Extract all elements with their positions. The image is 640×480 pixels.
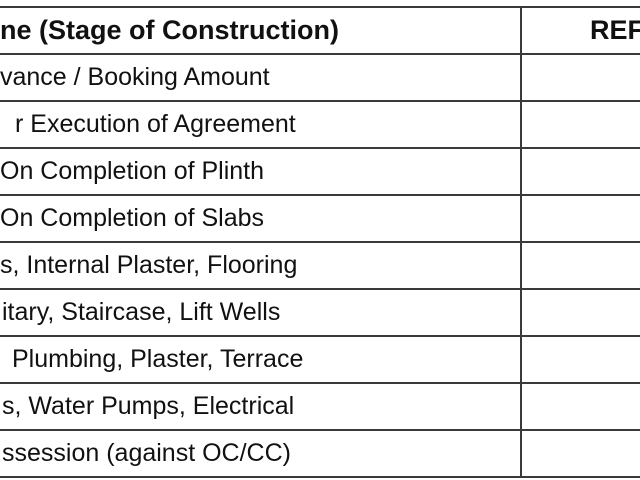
row-cell — [522, 290, 640, 337]
row-cell: Plumbing, Plaster, Terrace — [0, 337, 522, 384]
cell-text: s, Water Pumps, Electrical — [2, 392, 295, 420]
row-cell — [522, 243, 640, 290]
cell-text: s, Internal Plaster, Flooring — [0, 251, 298, 279]
row-cell: s, Internal Plaster, Flooring — [0, 243, 522, 290]
row-cell — [522, 149, 640, 196]
cell-text: On Completion of Slabs — [0, 204, 265, 232]
cell-text: On Completion of Plinth — [0, 157, 265, 185]
cell-text: r Execution of Agreement — [15, 110, 296, 138]
header-cell: REF — [522, 6, 640, 55]
row-cell — [522, 384, 640, 431]
row-cell — [522, 431, 640, 478]
cell-text: itary, Staircase, Lift Wells — [2, 298, 281, 326]
cell-text: Plumbing, Plaster, Terrace — [12, 345, 304, 373]
row-cell — [522, 196, 640, 243]
row-cell: On Completion of Slabs — [0, 196, 522, 243]
row-cell: itary, Staircase, Lift Wells — [0, 290, 522, 337]
cell-text: ne (Stage of Construction) — [0, 15, 339, 45]
cell-text: vance / Booking Amount — [0, 63, 270, 91]
row-cell — [522, 55, 640, 102]
cell-text: ssession (against OC/CC) — [2, 439, 291, 467]
row-cell: ssession (against OC/CC) — [0, 431, 522, 478]
row-cell — [522, 337, 640, 384]
row-cell: s, Water Pumps, Electrical — [0, 384, 522, 431]
row-cell: vance / Booking Amount — [0, 55, 522, 102]
cell-text: REF — [590, 15, 640, 45]
header-cell: ne (Stage of Construction) — [0, 6, 522, 55]
row-cell: r Execution of Agreement — [0, 102, 522, 149]
row-cell: On Completion of Plinth — [0, 149, 522, 196]
row-cell — [522, 102, 640, 149]
